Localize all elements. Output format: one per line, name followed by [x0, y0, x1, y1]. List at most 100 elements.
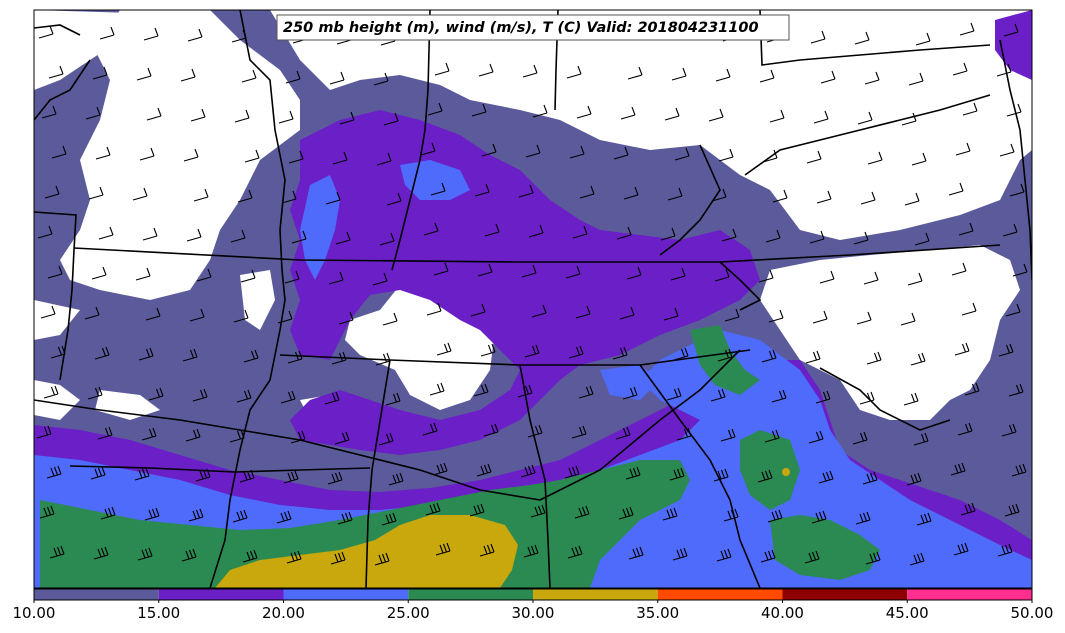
wind-barb [382, 312, 398, 326]
wind-barb [187, 28, 203, 42]
wind-barb [952, 62, 968, 76]
wind-barb [901, 112, 917, 126]
wind-barb [908, 72, 924, 86]
wind-barb [134, 467, 150, 481]
wind-barb [430, 182, 446, 196]
wind-barb [530, 504, 546, 518]
wind-barb [1004, 503, 1020, 517]
wind-barb [189, 308, 205, 322]
wind-barb [574, 505, 590, 519]
colorbar-tick-label: 35.00 [636, 604, 679, 622]
wind-barb [388, 472, 404, 486]
wind-barb [429, 382, 445, 396]
wind-barb [627, 66, 643, 80]
wind-barb [951, 262, 967, 276]
wind-barb [334, 431, 350, 445]
wind-barb [576, 105, 592, 119]
wind-barb [426, 302, 442, 316]
wind-barb [84, 306, 100, 320]
wind-barb [953, 542, 969, 556]
colorbar-tick-label: 45.00 [886, 604, 929, 622]
wind-barb [865, 551, 881, 565]
wind-barb [906, 472, 922, 486]
wind-barb [863, 271, 879, 285]
colorbar-tick-label: 10.00 [13, 604, 56, 622]
wind-barb [955, 142, 971, 156]
wind-barb [43, 385, 59, 399]
wind-barb [37, 225, 53, 239]
wind-barb [564, 465, 580, 479]
wind-barb [436, 342, 452, 356]
wind-barb [136, 67, 152, 81]
wind-barb [579, 185, 595, 199]
wind-barb [335, 231, 351, 245]
wind-barb [806, 150, 822, 164]
wind-barb [620, 106, 636, 120]
wind-barb [819, 270, 835, 284]
wind-barb [141, 427, 157, 441]
colorbar-segment [283, 589, 409, 600]
colorbar-tick-label: 25.00 [387, 604, 430, 622]
wind-barb [339, 111, 355, 125]
wind-barb [1005, 303, 1021, 317]
wind-barb [276, 510, 292, 524]
wind-barb [243, 349, 259, 363]
colorbar-tick-label: 15.00 [137, 604, 180, 622]
wind-barb [628, 546, 644, 560]
wind-barb [470, 303, 486, 317]
wind-barb [481, 143, 497, 157]
wind-barb [180, 68, 196, 82]
colorbar-segment [907, 589, 1032, 600]
wind-barb [242, 549, 258, 563]
wind-barb [855, 511, 871, 525]
wind-barb [92, 66, 108, 80]
wind-barb [525, 144, 541, 158]
wind-barb [916, 512, 932, 526]
wind-barb [135, 267, 151, 281]
wind-barb [379, 232, 395, 246]
wind-barb [330, 551, 346, 565]
wind-barb [761, 349, 777, 363]
wind-barb [182, 348, 198, 362]
wind-barb [862, 471, 878, 485]
wind-barb [148, 387, 164, 401]
wind-barb [48, 65, 64, 79]
colorbar-tick-label: 20.00 [262, 604, 305, 622]
wind-barb [1002, 223, 1018, 237]
wind-barb [474, 183, 490, 197]
wind-barb [90, 466, 106, 480]
wind-barb [571, 425, 587, 439]
wind-barb [237, 189, 253, 203]
colorbar-segment [657, 589, 783, 600]
wind-barb [623, 186, 639, 200]
wind-barb [710, 388, 726, 402]
wind-barb [144, 507, 160, 521]
wind-barb [236, 389, 252, 403]
wind-barb [36, 425, 52, 439]
wind-barb [760, 549, 776, 563]
wind-barb [432, 462, 448, 476]
wind-barb [195, 468, 211, 482]
wind-barb [98, 226, 114, 240]
wind-barb [964, 382, 980, 396]
wind-barb [815, 390, 831, 404]
wind-barb [188, 508, 204, 522]
wind-barb [998, 343, 1014, 357]
wind-barb [818, 470, 834, 484]
wind-barb [138, 347, 154, 361]
wind-barb [954, 342, 970, 356]
wind-barb [864, 71, 880, 85]
wind-barb [49, 545, 65, 559]
wind-barb [853, 231, 869, 245]
wind-barb [723, 508, 739, 522]
wind-barb [100, 506, 116, 520]
wind-barb [338, 311, 354, 325]
wind-barb [808, 430, 824, 444]
wind-barb [805, 350, 821, 364]
wind-barb [469, 503, 485, 517]
wind-barb [433, 262, 449, 276]
wind-barb [435, 542, 451, 556]
wind-barb [85, 106, 101, 120]
wind-barb [183, 148, 199, 162]
wind-barb [820, 70, 836, 84]
